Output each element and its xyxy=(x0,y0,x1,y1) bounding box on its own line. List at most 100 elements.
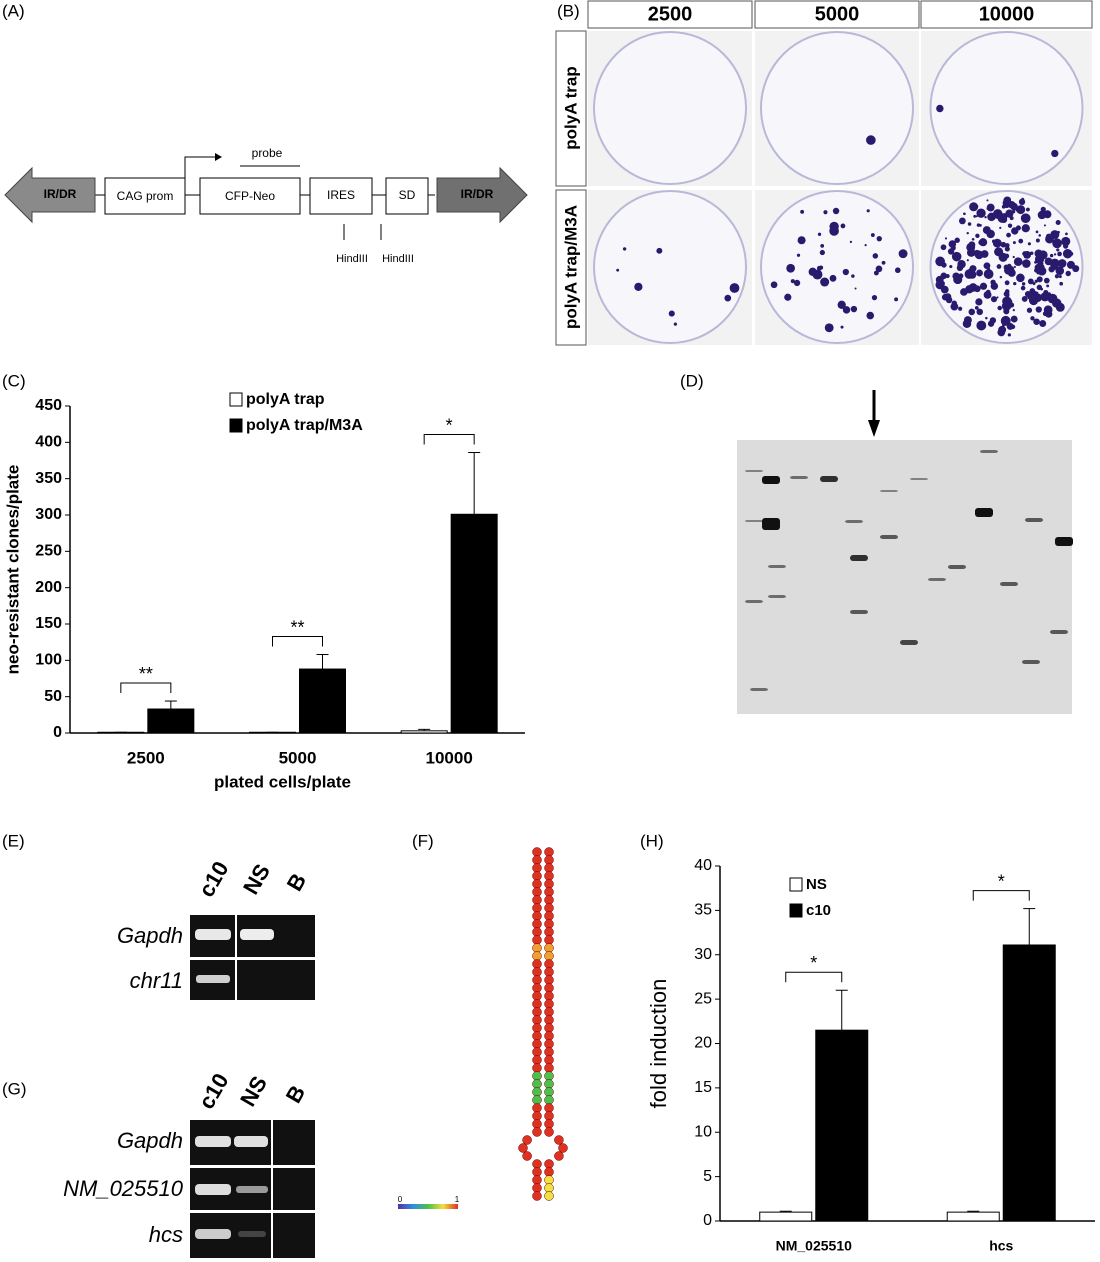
nucleotide xyxy=(554,1151,564,1161)
nucleotide xyxy=(544,1055,554,1065)
colony xyxy=(1054,274,1060,279)
colony xyxy=(820,277,830,287)
blot-band xyxy=(980,450,998,453)
nucleotide xyxy=(544,847,554,857)
lane-label: NS xyxy=(238,860,275,899)
nucleotide xyxy=(532,919,542,929)
nucleotide xyxy=(532,1063,542,1073)
blot-band xyxy=(975,508,993,517)
colony xyxy=(1042,311,1048,317)
panel-label: (F) xyxy=(412,831,434,850)
colony xyxy=(1024,290,1031,298)
nucleotide xyxy=(532,1079,542,1089)
colony xyxy=(944,237,948,240)
colony xyxy=(1023,251,1032,259)
nucleotide xyxy=(544,1191,554,1201)
colony xyxy=(1034,279,1038,283)
nucleotide xyxy=(544,1039,554,1049)
nucleotide xyxy=(532,1023,542,1033)
plate xyxy=(760,190,914,344)
colony xyxy=(1055,266,1065,276)
colony xyxy=(790,279,795,284)
nucleotide xyxy=(532,983,542,993)
nucleotide xyxy=(544,927,554,937)
colony xyxy=(990,296,998,303)
colony xyxy=(951,251,962,262)
colony xyxy=(829,274,837,282)
colony xyxy=(819,249,825,256)
colony xyxy=(1012,308,1015,312)
colony xyxy=(837,300,846,309)
colony xyxy=(1016,205,1026,215)
y-tick-label: 400 xyxy=(35,434,62,451)
colony xyxy=(1032,282,1036,286)
x-tick-label: 2500 xyxy=(127,748,165,767)
nucleotide xyxy=(544,911,554,921)
blot-band xyxy=(750,688,768,691)
blot-band xyxy=(910,478,928,480)
arrow-label: IR/DR xyxy=(461,187,494,201)
nucleotide xyxy=(544,1111,554,1121)
nucleotide xyxy=(544,1023,554,1033)
nucleotide xyxy=(532,887,542,897)
nucleotide xyxy=(532,967,542,977)
colony xyxy=(936,104,944,113)
panel-label: (G) xyxy=(2,1079,27,1098)
panel-label: (D) xyxy=(680,371,704,390)
colony xyxy=(1043,277,1050,284)
colony xyxy=(820,243,825,248)
colony xyxy=(986,203,995,212)
gel-e: c10 NS B Gapdh chr11 xyxy=(117,857,315,1000)
nucleotide xyxy=(532,1111,542,1121)
y-tick-label: 5 xyxy=(703,1168,712,1185)
colony xyxy=(1021,224,1030,233)
colony xyxy=(1034,249,1043,258)
colony xyxy=(941,293,949,301)
colony xyxy=(974,250,984,260)
nucleotide xyxy=(544,903,554,913)
colony xyxy=(1003,291,1010,297)
element-label: IRES xyxy=(327,188,355,202)
row-header-box xyxy=(555,189,587,346)
colony xyxy=(1062,248,1073,259)
nucleotide xyxy=(532,1055,542,1065)
significance-bracket xyxy=(423,434,475,445)
colony xyxy=(1040,292,1050,302)
colony xyxy=(954,237,960,243)
nucleotide xyxy=(544,935,554,945)
colony xyxy=(808,267,817,276)
y-tick-label: 200 xyxy=(35,579,62,596)
colony xyxy=(1027,242,1031,246)
nucleotide xyxy=(532,879,542,889)
plate xyxy=(760,31,914,185)
colony xyxy=(673,322,678,326)
column-header-box xyxy=(587,0,753,29)
nucleotide xyxy=(544,1159,554,1169)
colony xyxy=(998,252,1008,262)
colony xyxy=(872,253,879,259)
colony xyxy=(840,223,846,229)
colony xyxy=(975,233,980,239)
y-tick-label: 30 xyxy=(694,946,712,963)
arrow-head xyxy=(868,420,880,437)
nucleotide xyxy=(532,1183,542,1193)
colony xyxy=(1020,285,1026,291)
colony xyxy=(1011,227,1019,235)
colony xyxy=(1000,241,1007,248)
colony xyxy=(724,294,732,302)
nucleotide xyxy=(532,863,542,873)
row-label: Gapdh xyxy=(117,923,183,948)
colony xyxy=(985,316,988,320)
y-tick-label: 100 xyxy=(35,652,62,669)
nucleotide xyxy=(532,1095,542,1105)
colony xyxy=(1026,307,1033,313)
colony xyxy=(985,289,991,295)
plate xyxy=(593,190,747,344)
colony xyxy=(1011,270,1016,275)
colony xyxy=(963,316,972,325)
lane-label: B xyxy=(281,1081,311,1107)
element-box xyxy=(199,177,301,215)
panel-label: (B) xyxy=(557,1,580,20)
nucleotide xyxy=(544,991,554,1001)
colony xyxy=(894,297,899,302)
